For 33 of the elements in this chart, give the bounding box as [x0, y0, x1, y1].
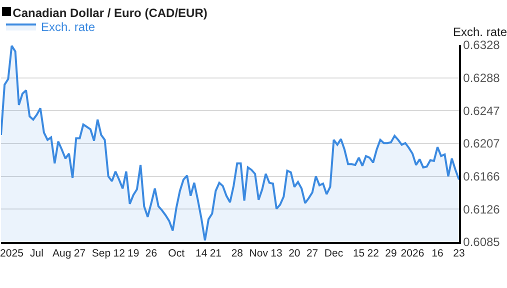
x-tick-label: Oct — [168, 247, 185, 260]
legend-label: Exch. rate — [41, 20, 96, 34]
x-tick-label: 29 — [385, 247, 398, 260]
x-tick-label: Aug — [52, 247, 72, 260]
x-tick-label: 14 — [196, 247, 208, 260]
y-tick-label: 0.6166 — [463, 170, 500, 184]
x-tick-label: 28 — [231, 247, 244, 260]
x-tick-label: 27 — [306, 247, 318, 260]
x-tick-label: Dec — [324, 247, 344, 260]
y-tick-label: 0.6126 — [463, 202, 500, 216]
x-tick-label: 20 — [288, 247, 300, 260]
x-tick-label: 23 — [453, 247, 465, 260]
y-tick-label: 0.6207 — [463, 136, 500, 151]
x-tick-label: 16 — [432, 247, 444, 260]
x-tick-label: Jul — [30, 247, 44, 260]
x-tick-label: 22 — [367, 247, 380, 260]
x-tick-label: 13 — [270, 247, 283, 260]
x-tick-label: 27 — [74, 247, 86, 260]
x-tick-label: Nov — [249, 247, 269, 260]
chart-title: Canadian Dollar / Euro (CAD/EUR) — [12, 6, 208, 20]
y-tick-label: 0.6328 — [463, 38, 500, 52]
x-tick-label: Sep — [92, 247, 111, 260]
x-tick-label: 19 — [128, 247, 140, 260]
x-tick-label: 15 — [352, 247, 365, 260]
x-tick-label: 2026 — [400, 247, 424, 260]
x-tick-label: 12 — [113, 247, 126, 260]
x-tick-label: 26 — [145, 247, 158, 260]
y-axis-title: Exch. rate — [453, 25, 507, 39]
x-tick-label: 21 — [210, 247, 222, 260]
y-tick-label: 0.6085 — [463, 235, 500, 250]
y-tick-label: 0.6288 — [463, 71, 500, 86]
x-tick-label: 2025 — [0, 247, 24, 260]
y-tick-label: 0.6247 — [463, 104, 500, 118]
